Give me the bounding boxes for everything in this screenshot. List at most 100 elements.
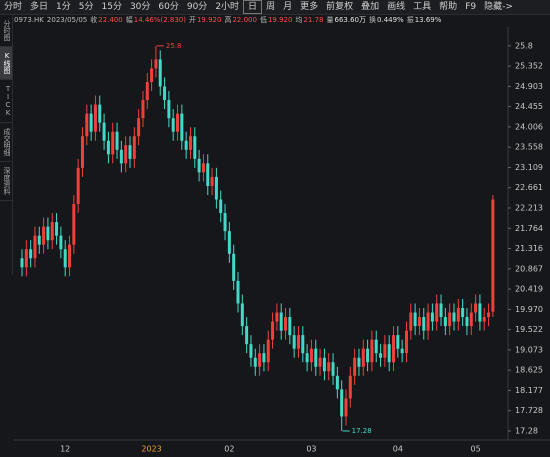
toolbar-button[interactable]: 工具 [413,2,432,12]
toolbar-button[interactable]: 画线 [387,2,406,12]
candle-body [335,375,339,390]
candle-body [284,317,288,331]
toolbar-button[interactable]: 2小时 [215,2,240,12]
y-tick-label: 17.728 [515,406,543,415]
sidebar: 分时图 K线图 TICK 成交明细 深度资料 [0,15,13,275]
candle-body [20,258,24,268]
y-tick-label: 22.661 [515,183,543,192]
candle-body [154,59,158,69]
candle-body [55,222,59,236]
min-label: 17.28 [352,427,372,435]
y-tick-label: 18.625 [515,366,543,375]
toolbar-button[interactable]: 30分 [129,2,151,12]
field-label: 收 [90,16,98,24]
candle-body [461,308,465,318]
candle-body [409,312,413,331]
candle-body [46,226,50,241]
candle-body [29,249,33,259]
toolbar-button[interactable]: 帮助 [439,2,458,12]
field-label: 开 [188,16,196,24]
toolbar-button[interactable]: 月 [283,2,293,12]
field-label: 低 [259,16,267,24]
candle-body [383,344,387,358]
candle-body [214,176,218,200]
candle-body [93,104,97,132]
candle-body [158,59,162,87]
candle-body [404,330,408,354]
toolbar-button[interactable]: 分时 [4,2,23,12]
candle-body [482,317,486,322]
field-value: 14.46%(2.830) [133,16,186,24]
sidebar-tab[interactable]: 成交明细 [0,123,12,162]
candle-body [327,362,331,372]
candle-body [24,249,28,268]
candle-body [80,136,84,168]
candle-body [422,317,426,331]
candle-body [258,353,262,367]
candle-body [262,353,266,363]
field-label: 振 [406,16,414,24]
candle-body [50,222,54,241]
y-tick-label: 20.867 [515,264,543,273]
toolbar-button[interactable]: 叠加 [361,2,380,12]
toolbar-button[interactable]: 5分 [78,2,94,12]
candle-body [465,317,469,327]
candle-body [188,136,192,150]
y-tick-label: 24.455 [515,102,543,111]
symbol: 0973.HK [14,16,44,24]
candle-body [223,213,227,232]
toolbar-button[interactable]: 前复权 [326,2,354,12]
field-label: 量 [326,16,334,24]
candle-body [141,100,145,119]
candle-body [111,131,115,155]
candle-body [448,312,452,327]
candle-body [478,303,482,322]
candle-body [76,167,80,205]
candle-body [322,357,326,372]
candle-body [206,163,210,186]
toolbar-button[interactable]: 隐藏-> [484,2,513,12]
candle-body [68,244,72,268]
candle-body [150,68,154,82]
y-tick-label: 18.177 [515,386,543,395]
candle-body [456,308,460,322]
y-tick-label: 24.903 [515,82,543,91]
candle-body [301,335,305,354]
candle-body [292,335,296,349]
toolbar-button[interactable]: 多日 [30,2,49,12]
candle-body [163,86,167,101]
candle-body [171,118,175,132]
toolbar-button[interactable]: 1分 [56,2,71,12]
field-value: 21.78 [303,16,324,24]
candle-body [452,312,456,322]
sidebar-tab[interactable]: 分时图 [0,15,12,47]
candle-body [106,140,110,155]
candle-body [89,113,93,132]
sidebar-tab[interactable]: K线图 [0,47,12,80]
candle-body [232,253,236,281]
candle-body [387,344,391,363]
toolbar-button[interactable]: F9 [465,2,477,12]
toolbar-button[interactable]: 90分 [186,2,208,12]
x-tick-label: 02 [224,445,234,454]
candle-body [219,199,223,214]
field-value: 22.000 [232,16,257,24]
y-tick-label: 22.213 [515,203,543,212]
toolbar-button[interactable]: 更多 [300,2,319,12]
candle-body [370,339,374,363]
candle-body [288,317,292,336]
candle-body [271,321,275,340]
toolbar-button[interactable]: 日 [243,0,263,14]
candle-body [176,113,180,132]
sidebar-tab[interactable]: 深度资料 [0,162,12,201]
sidebar-tab[interactable]: TICK [0,80,12,123]
x-tick-label: 03 [306,445,316,454]
toolbar-button[interactable]: 15分 [101,2,122,12]
candle-body [296,335,300,349]
toolbar-button[interactable]: 周 [266,2,276,12]
candle-body [180,113,184,141]
candle-body [426,312,430,331]
toolbar-button[interactable]: 60分 [158,2,179,12]
candle-body [443,317,447,327]
y-tick-label: 23.558 [515,143,543,152]
